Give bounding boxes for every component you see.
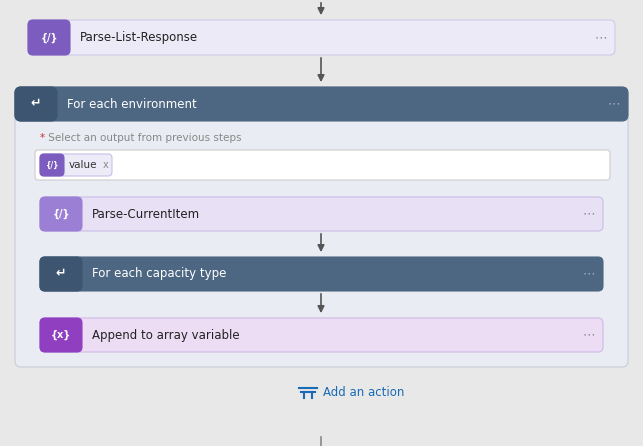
Text: ⋯: ⋯ [583,268,595,281]
FancyBboxPatch shape [40,154,112,176]
Text: ⋯: ⋯ [595,31,607,44]
FancyBboxPatch shape [15,87,628,121]
Text: {x}: {x} [51,330,71,340]
FancyBboxPatch shape [28,20,70,55]
Text: *: * [40,133,45,143]
Text: {/}: {/} [52,209,69,219]
Text: Append to array variable: Append to array variable [92,329,240,342]
Text: ⋯: ⋯ [608,98,620,111]
FancyBboxPatch shape [40,318,603,352]
Text: Parse-CurrentItem: Parse-CurrentItem [92,207,200,220]
FancyBboxPatch shape [40,197,603,231]
Text: {/}: {/} [45,161,59,169]
Text: For each capacity type: For each capacity type [92,268,226,281]
FancyBboxPatch shape [28,20,615,55]
FancyBboxPatch shape [40,197,82,231]
FancyBboxPatch shape [15,87,57,121]
Text: Select an output from previous steps: Select an output from previous steps [45,133,242,143]
Text: ↵: ↵ [56,268,66,281]
Text: value: value [69,160,98,170]
Text: {/}: {/} [41,33,58,43]
Text: ⋯: ⋯ [583,329,595,342]
FancyBboxPatch shape [40,257,82,291]
FancyBboxPatch shape [40,318,82,352]
FancyBboxPatch shape [40,257,603,291]
FancyBboxPatch shape [15,87,628,367]
Text: x: x [103,160,109,170]
FancyBboxPatch shape [35,150,610,180]
Text: Add an action: Add an action [323,387,404,400]
Text: ↵: ↵ [31,98,41,111]
FancyBboxPatch shape [40,154,64,176]
Text: ⋯: ⋯ [583,207,595,220]
Text: For each environment: For each environment [67,98,197,111]
Text: Parse-List-Response: Parse-List-Response [80,31,198,44]
